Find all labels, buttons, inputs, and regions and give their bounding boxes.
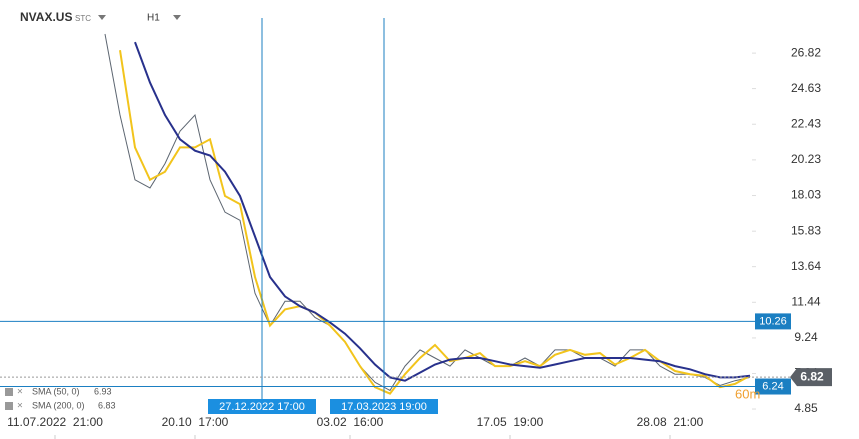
indicator-value: 6.83 <box>98 400 116 410</box>
y-tick-label: 13.64 <box>791 259 821 273</box>
sma-line <box>119 50 751 395</box>
y-tick-label: 20.23 <box>791 152 821 166</box>
y-tick-label: 22.43 <box>791 116 821 130</box>
hline-label: 6.24 <box>762 380 783 392</box>
indicator-name: SMA (50, 0) <box>32 386 80 396</box>
x-tick-label: 03.02 16:00 <box>317 415 384 429</box>
y-tick-label: 11.44 <box>791 294 820 308</box>
hline-label-box <box>755 313 791 330</box>
y-tick-label: 18.03 <box>791 188 821 202</box>
price-line <box>104 33 751 392</box>
vline-label: 27.12.2022 17:00 <box>219 401 305 413</box>
indicator-remove[interactable]: × <box>17 401 23 412</box>
indicator-icon[interactable] <box>5 402 13 410</box>
market: STC <box>75 14 91 23</box>
y-tick-label: 9.24 <box>794 330 818 344</box>
hline-label-box <box>755 378 791 395</box>
y-tick-label: 24.63 <box>791 81 821 95</box>
interval[interactable]: H1 <box>147 13 160 24</box>
price-label: 6.82 <box>800 369 824 383</box>
x-tick-label: 28.08 21:00 <box>637 415 704 429</box>
y-tick-label: 15.83 <box>791 223 821 237</box>
timer: 60m <box>735 386 760 401</box>
x-tick-label: 20.10 17:00 <box>162 415 229 429</box>
x-tick-label: 11.07.2022 21:00 <box>7 415 103 429</box>
dropdown-arrow[interactable] <box>173 15 181 20</box>
sma-line <box>134 41 751 382</box>
price-label-box <box>790 368 832 387</box>
dropdown-arrow[interactable] <box>98 15 106 20</box>
indicator-value: 6.93 <box>94 386 112 396</box>
hline-label: 10.26 <box>759 315 787 327</box>
vline-label-box <box>330 399 438 414</box>
symbol[interactable]: NVAX.US <box>20 10 72 24</box>
y-tick-label: 26.82 <box>791 45 821 59</box>
indicator-icon[interactable] <box>5 388 13 396</box>
indicator-name: SMA (200, 0) <box>32 400 85 410</box>
x-tick-label: 17.05 19:00 <box>477 415 544 429</box>
indicator-remove[interactable]: × <box>17 387 23 398</box>
vline-label: 17.03.2023 19:00 <box>341 401 427 413</box>
vline-label-box <box>208 399 316 414</box>
y-tick-label: 4.85 <box>794 401 818 415</box>
